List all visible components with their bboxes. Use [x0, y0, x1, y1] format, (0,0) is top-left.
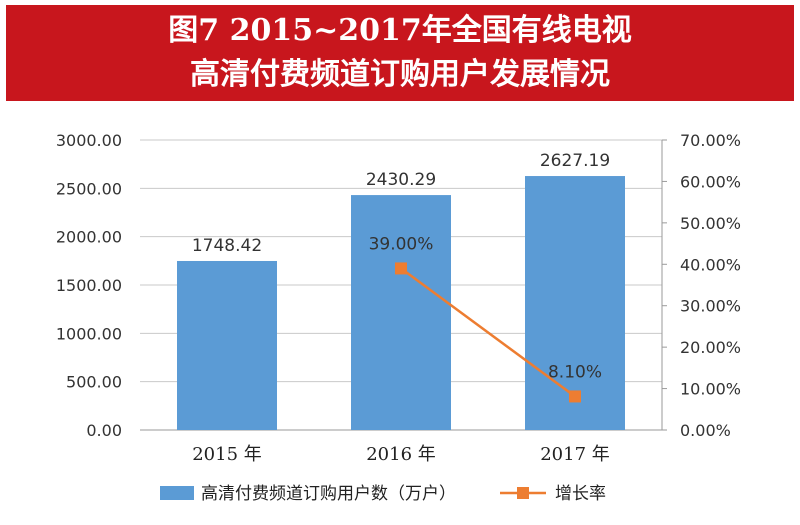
y-right-tick-label: 70.00% [680, 131, 741, 150]
chart-title-line-2: 高清付费频道订购用户发展情况 [190, 57, 610, 92]
legend-swatch-bar [160, 486, 194, 500]
bar-2 [351, 195, 451, 430]
bar-1 [177, 260, 277, 430]
y-left-tick-label: 500.00 [66, 373, 122, 392]
bar-data-label: 2430.29 [366, 170, 436, 190]
x-category-label: 2015 年 [192, 444, 262, 465]
chart-title-line-1: 图7 2015~2017年全国有线电视 [168, 13, 632, 48]
y-right-tick-label: 30.00% [680, 297, 741, 316]
x-category-label: 2016 年 [366, 444, 436, 465]
y-right-tick-label: 60.00% [680, 172, 741, 191]
line-data-label: 39.00% [369, 234, 434, 254]
y-right-tick-label: 10.00% [680, 380, 741, 399]
growth-rate-marker [569, 390, 581, 403]
y-right-tick-label: 50.00% [680, 214, 741, 233]
x-category-label: 2017 年 [540, 444, 610, 465]
y-left-tick-label: 1000.00 [56, 324, 122, 343]
bar-data-label: 1748.42 [192, 236, 262, 256]
chart-title-banner: 图7 2015~2017年全国有线电视 高清付费频道订购用户发展情况 [6, 5, 794, 101]
y-left-tick-label: 0.00 [86, 421, 122, 440]
y-right-tick-label: 0.00% [680, 421, 731, 440]
y-left-tick-label: 2500.00 [56, 179, 122, 198]
legend-label-bar: 高清付费频道订购用户数（万户） [201, 484, 456, 504]
legend-marker-growth [517, 487, 529, 499]
y-right-tick-label: 40.00% [680, 255, 741, 274]
growth-rate-line [400, 267, 576, 398]
line-data-label: 8.10% [548, 362, 602, 382]
y-right-tick-label: 20.00% [680, 338, 741, 357]
bar-data-label: 2627.19 [540, 151, 610, 171]
y-left-tick-label: 1500.00 [56, 276, 122, 295]
y-left-tick-label: 3000.00 [56, 131, 122, 150]
growth-rate-marker [395, 262, 407, 275]
y-left-tick-label: 2000.00 [56, 228, 122, 247]
bar-3 [525, 176, 625, 430]
legend-label-growth: 增长率 [555, 484, 606, 504]
